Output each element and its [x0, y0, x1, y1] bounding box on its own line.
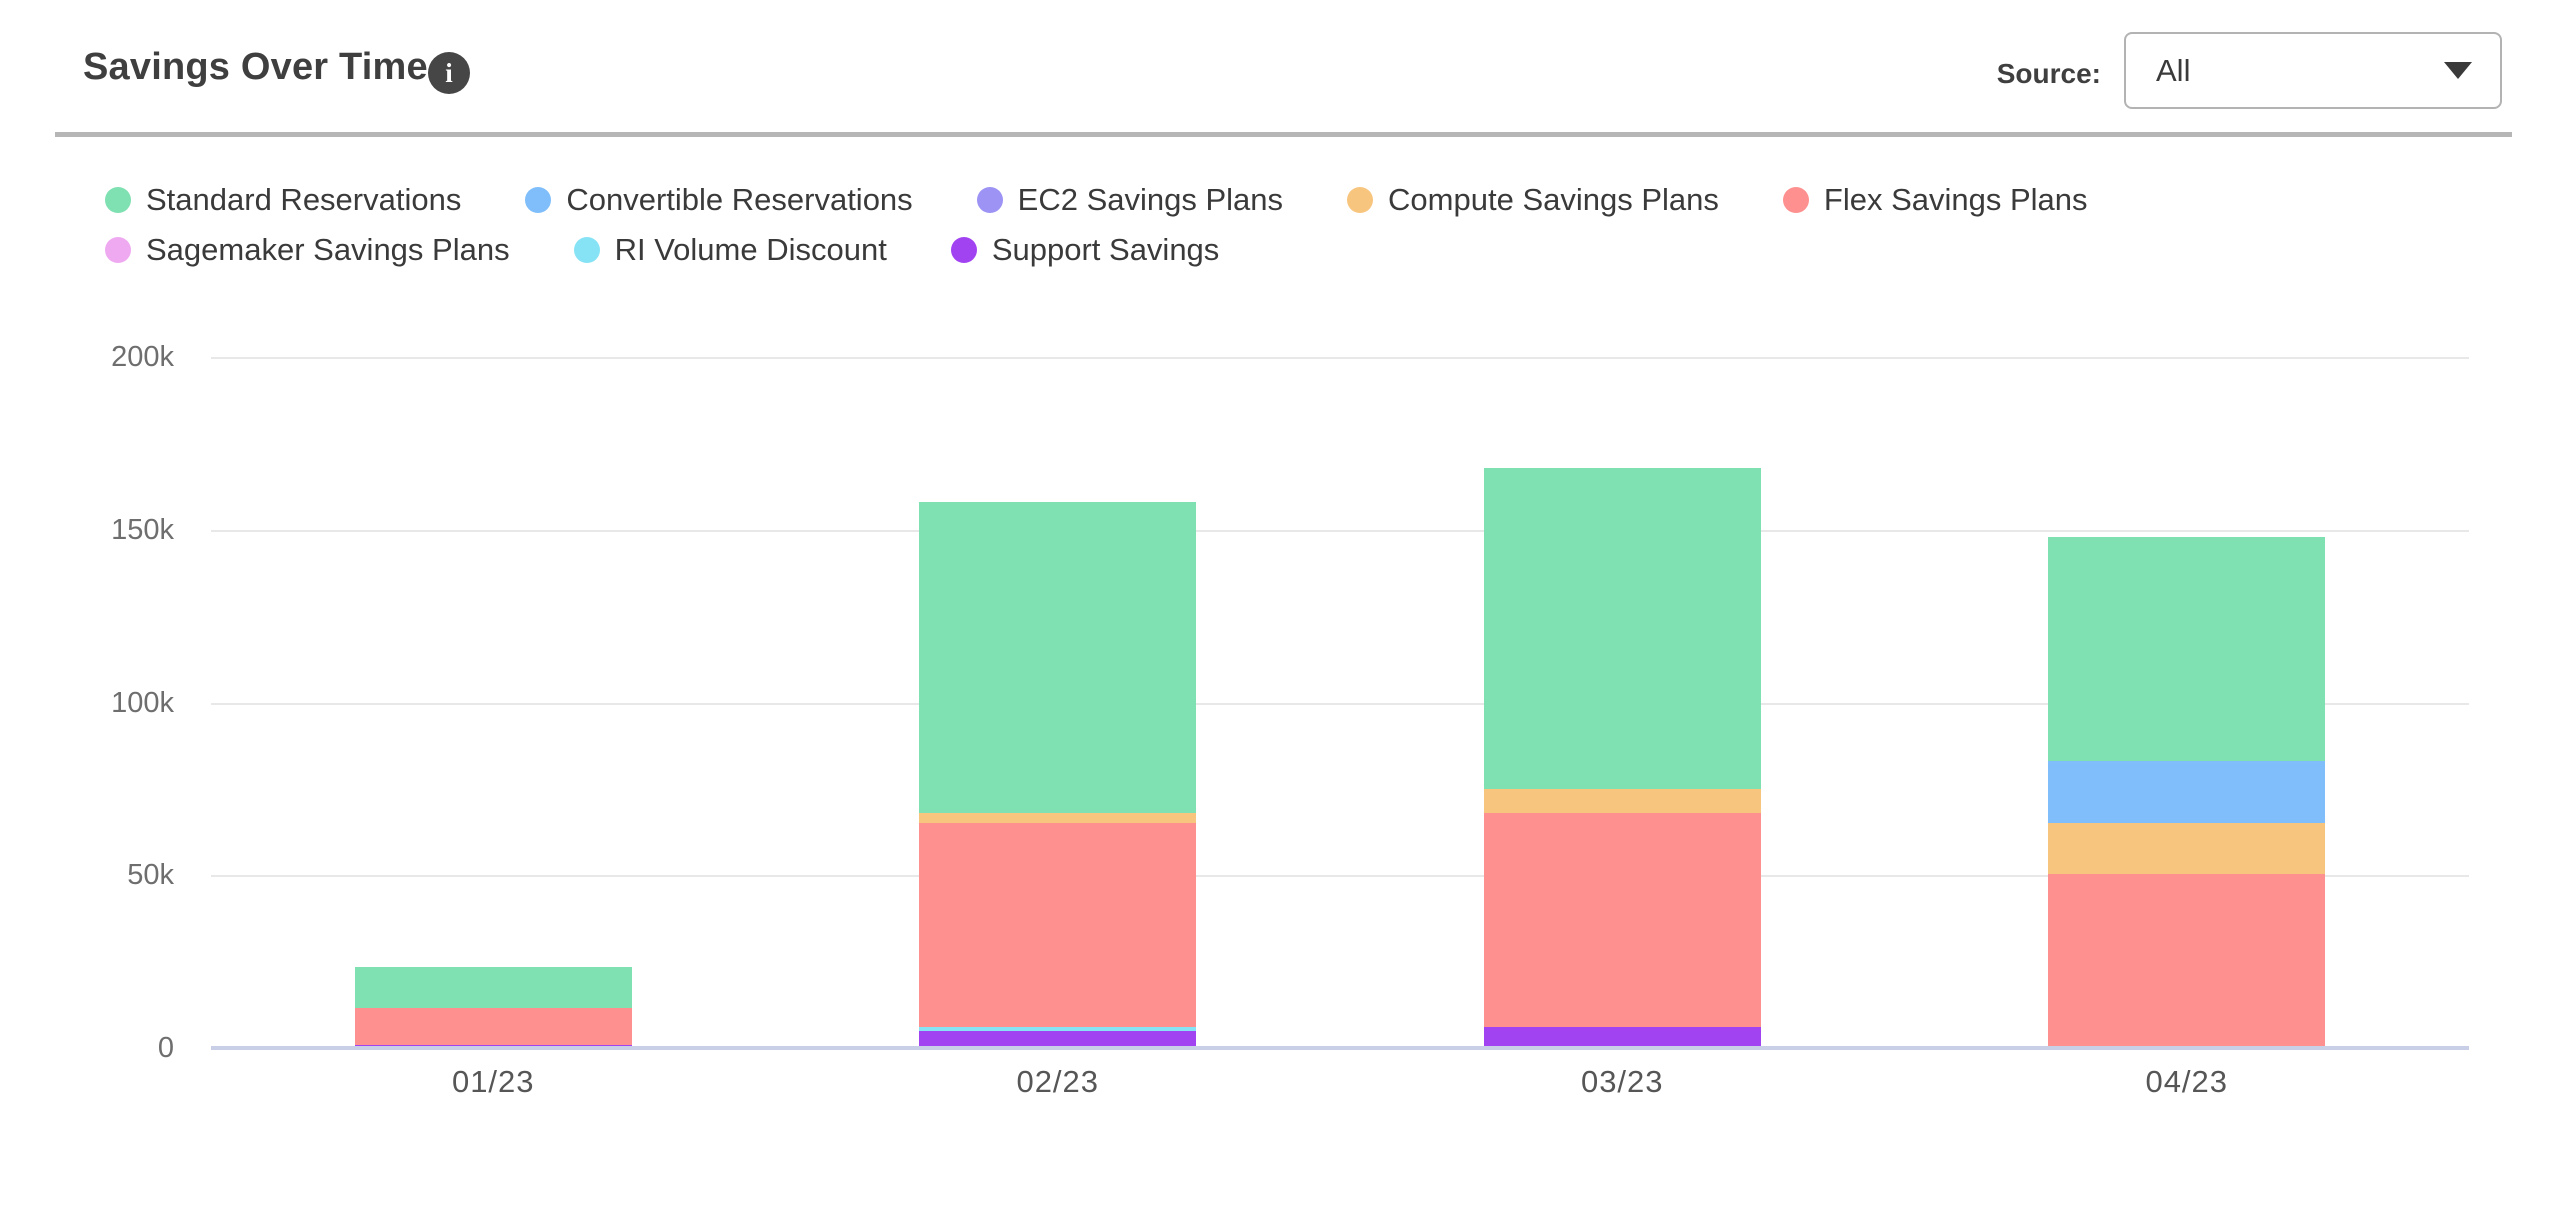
y-axis-tick-label: 50k: [127, 859, 174, 892]
legend-label: Flex Savings Plans: [1823, 182, 2088, 217]
source-dropdown-value: All: [2156, 52, 2191, 88]
legend-label: Support Savings: [991, 232, 1220, 267]
legend-item[interactable]: Compute Savings Plans: [1347, 182, 1719, 218]
legend-item[interactable]: Support Savings: [950, 232, 1220, 268]
legend-dot-icon: [525, 187, 552, 213]
x-axis-line: [211, 1046, 2469, 1050]
bar-segment[interactable]: [2048, 823, 2326, 874]
x-axis-tick-label: 04/23: [2145, 1064, 2229, 1099]
stacked-bar-04-23[interactable]: [2048, 536, 2326, 1048]
y-axis-tick-label: 200k: [111, 341, 174, 373]
legend-item[interactable]: Sagemaker Savings Plans: [105, 232, 510, 268]
stacked-bar-03-23[interactable]: [1483, 467, 1761, 1048]
chevron-down-icon: [2444, 62, 2472, 79]
source-label: Source:: [1996, 58, 2101, 89]
legend-label: Convertible Reservations: [566, 182, 913, 217]
legend-item[interactable]: Flex Savings Plans: [1782, 182, 2088, 218]
legend-label: Standard Reservations: [146, 182, 462, 217]
bar-segment[interactable]: [1483, 467, 1761, 789]
gridline: [211, 875, 2469, 878]
bar-segment[interactable]: [919, 1027, 1197, 1031]
plot-area: [211, 357, 2470, 1050]
gridline: [211, 702, 2469, 705]
x-axis-tick-label: 02/23: [1016, 1064, 1100, 1099]
legend-dot-icon: [1782, 187, 1809, 213]
gridline: [211, 529, 2469, 532]
legend-dot-icon: [976, 187, 1003, 213]
legend-item[interactable]: RI Volume Discount: [573, 232, 887, 268]
bar-segment[interactable]: [2048, 536, 2326, 762]
page-title: Savings Over Time: [83, 46, 428, 88]
stacked-bar-02-23[interactable]: [919, 502, 1197, 1048]
legend-dot-icon: [1347, 187, 1374, 213]
legend-dot-icon: [105, 237, 131, 263]
bar-segment[interactable]: [2048, 873, 2326, 1048]
y-axis-labels: 200k 150k 100k 50k 0: [40, 341, 174, 1064]
source-dropdown[interactable]: All: [2124, 32, 2502, 109]
legend-item[interactable]: EC2 Savings Plans: [976, 182, 1284, 218]
bar-segment[interactable]: [1483, 1027, 1761, 1048]
bar-segment[interactable]: [354, 966, 632, 1009]
legend-label: EC2 Savings Plans: [1017, 182, 1284, 217]
x-axis-tick-label: 03/23: [1580, 1064, 1664, 1099]
legend-dot-icon: [950, 237, 977, 263]
y-axis-tick-label: 150k: [111, 513, 174, 546]
legend-dot-icon: [573, 237, 600, 263]
bar-segment[interactable]: [354, 1008, 632, 1045]
bar-segment[interactable]: [919, 502, 1197, 814]
header-divider: [55, 132, 2512, 137]
legend-item[interactable]: Convertible Reservations: [525, 182, 913, 218]
x-axis-labels: 01/23 02/23 03/23 04/23: [211, 1064, 2469, 1108]
bar-segment[interactable]: [919, 1030, 1197, 1048]
legend-dot-icon: [105, 187, 131, 213]
bar-slot-02-23: [776, 357, 1341, 1048]
x-axis-tick-label: 01/23: [451, 1064, 535, 1099]
bar-segment[interactable]: [919, 823, 1197, 1028]
bar-slot-04-23: [1905, 357, 2470, 1048]
legend-label: Sagemaker Savings Plans: [146, 232, 510, 267]
bar-segment[interactable]: [2048, 761, 2326, 824]
legend-item[interactable]: Standard Reservations: [105, 182, 461, 218]
y-axis-tick-label: 0: [157, 1032, 174, 1064]
info-icon[interactable]: i: [428, 52, 470, 94]
legend-label: Compute Savings Plans: [1388, 182, 1719, 217]
panel-header: Savings Over Time i Source: All: [0, 0, 2562, 137]
legend-label: RI Volume Discount: [614, 232, 887, 267]
bar-segment[interactable]: [1483, 788, 1761, 814]
bar-slot-01-23: [211, 357, 776, 1048]
bar-slot-03-23: [1340, 357, 1905, 1048]
gridline: [211, 357, 2469, 359]
chart-legend: Standard Reservations Convertible Reserva…: [105, 182, 2385, 268]
stacked-bar-01-23[interactable]: [354, 966, 632, 1048]
bar-segment[interactable]: [919, 813, 1197, 824]
bar-segment[interactable]: [1483, 813, 1761, 1028]
y-axis-tick-label: 100k: [111, 686, 174, 719]
